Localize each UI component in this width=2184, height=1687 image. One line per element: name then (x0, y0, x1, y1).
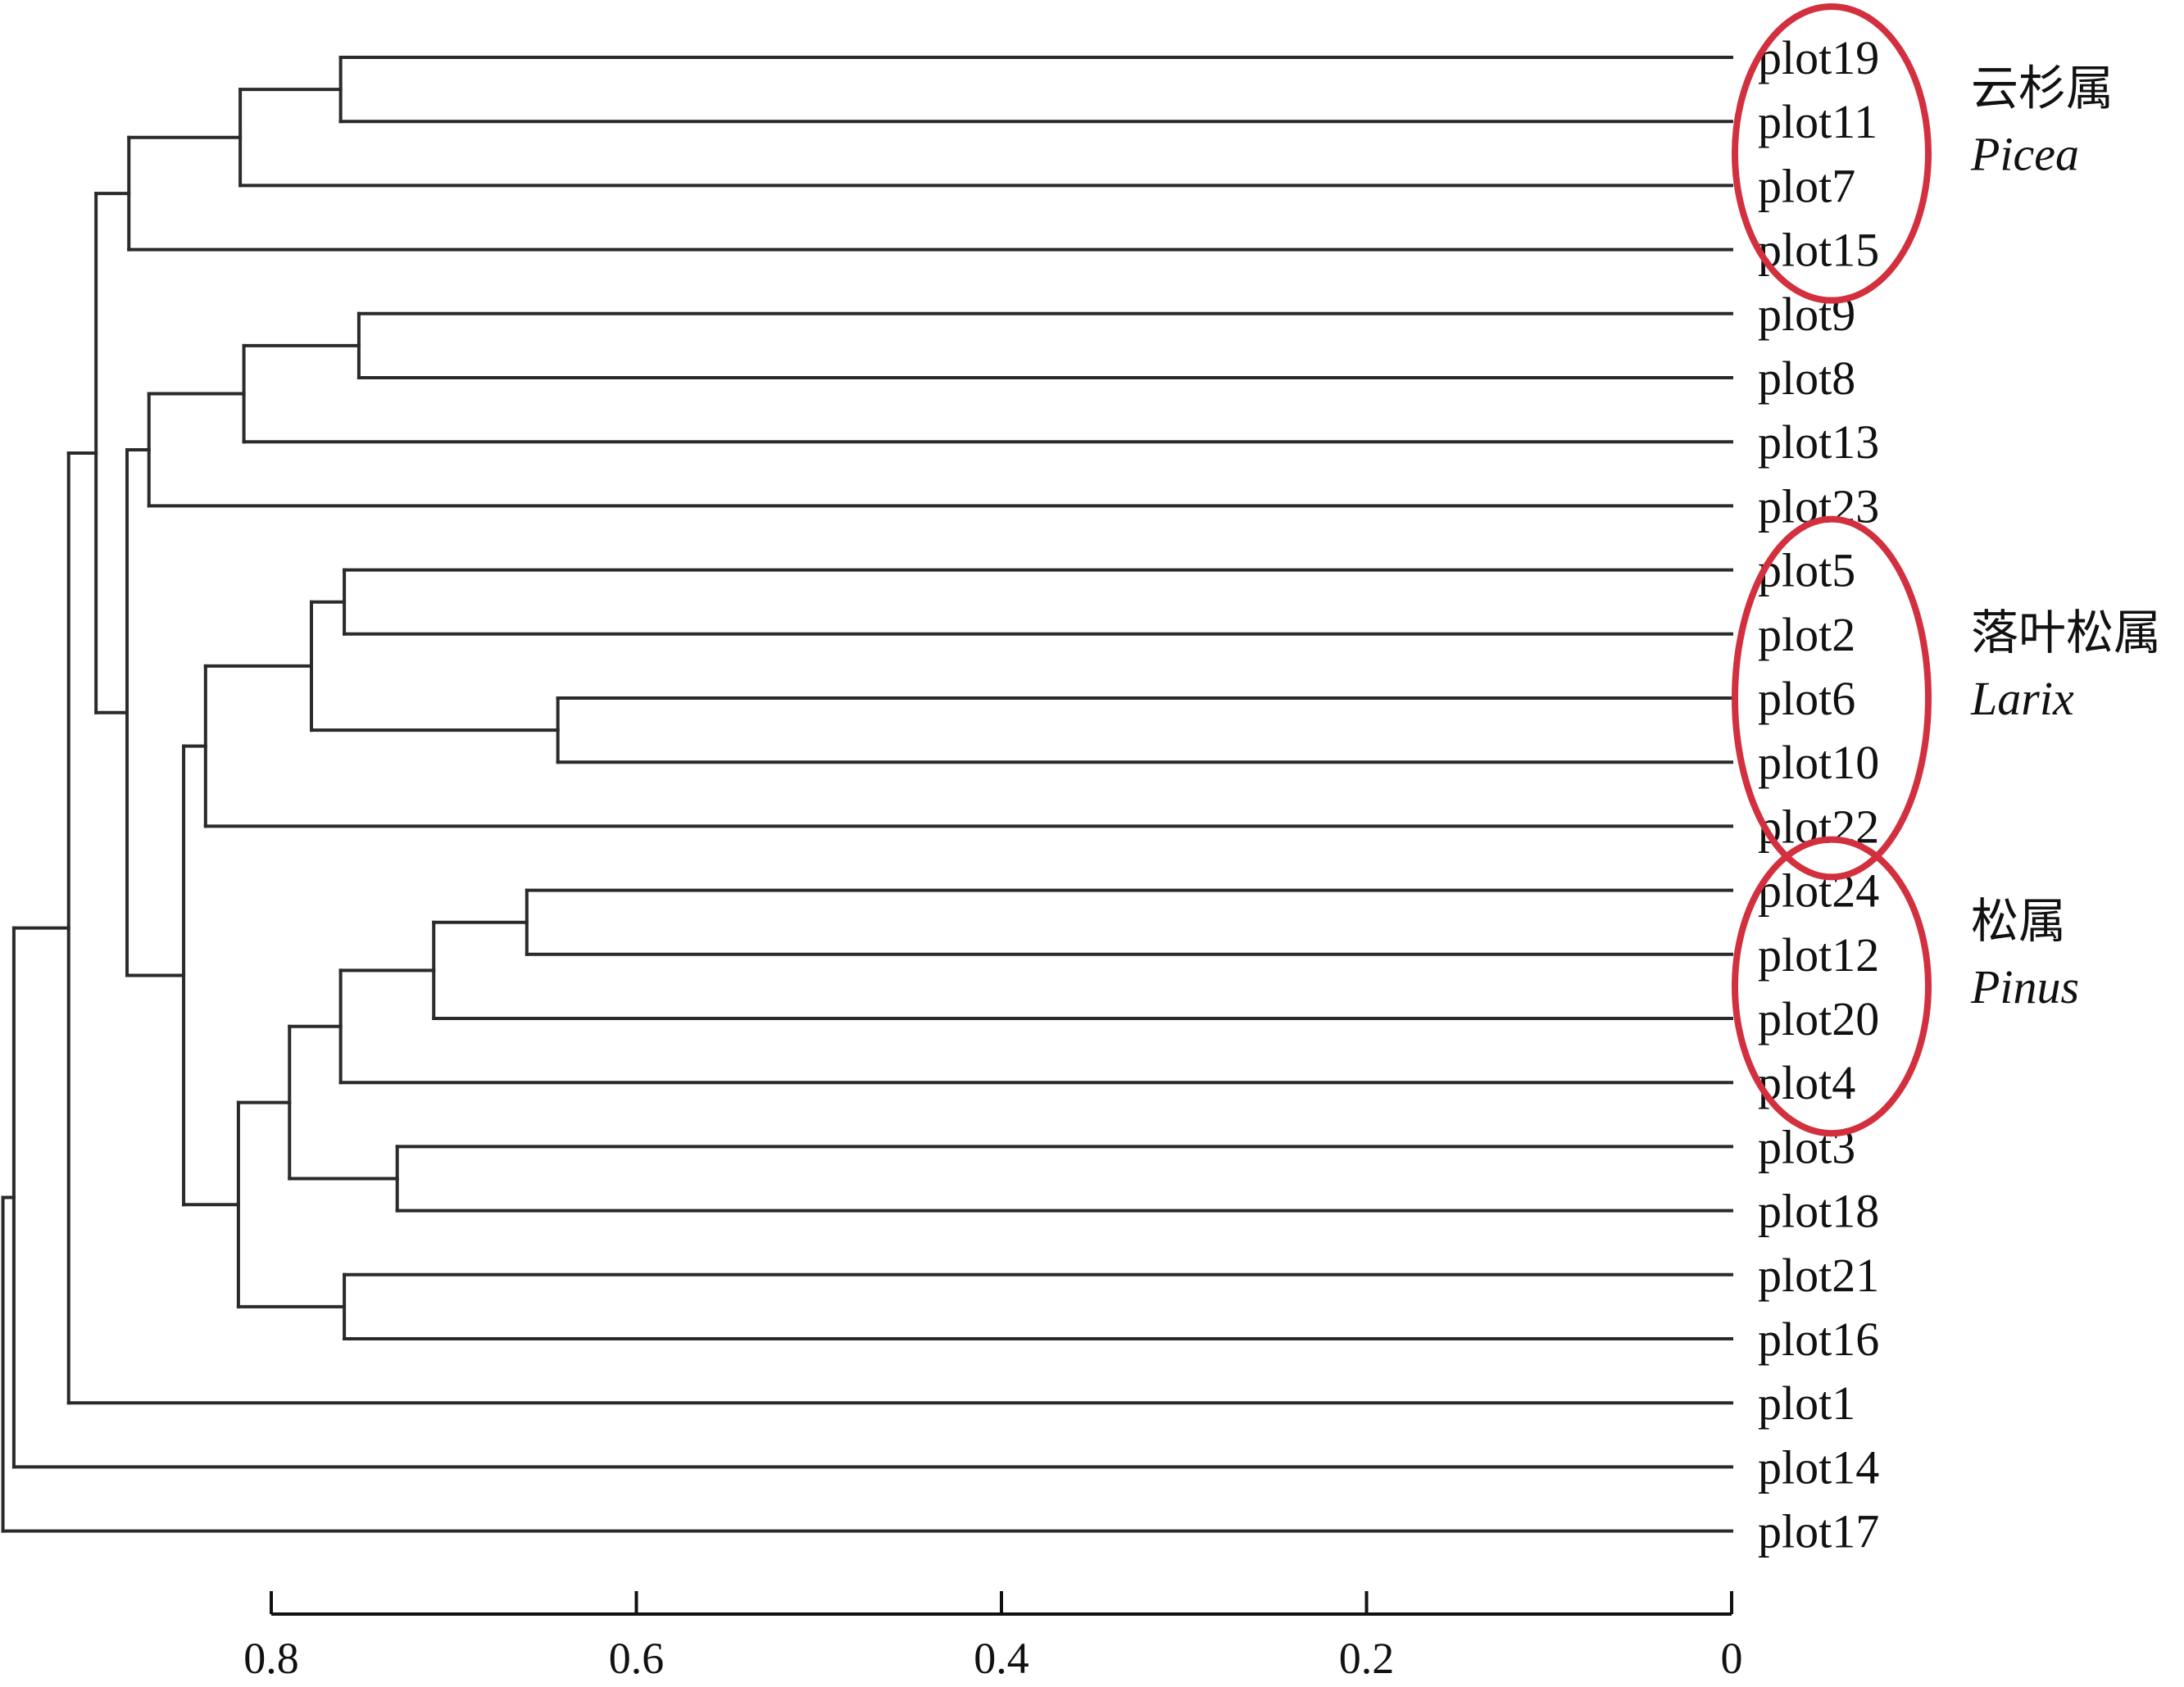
leaf-label-plot1: plot1 (1758, 1376, 1855, 1430)
leaf-label-plot21: plot21 (1758, 1249, 1879, 1302)
leaf-label-plot15: plot15 (1758, 224, 1879, 277)
leaf-label-plot12: plot12 (1758, 928, 1879, 982)
group-name-latin-pinus: Pinus (1970, 960, 2079, 1014)
leaf-label-plot13: plot13 (1758, 415, 1879, 469)
leaf-label-plot20: plot20 (1758, 992, 1879, 1045)
leaf-label-plot18: plot18 (1758, 1185, 1879, 1238)
leaf-labels: plot19plot11plot7plot15plot9plot8plot13p… (1758, 31, 1879, 1558)
leaf-label-plot10: plot10 (1758, 736, 1879, 789)
highlight-ellipse-pinus (1732, 836, 1932, 1137)
x-axis: 0.8 0.6 0.4 0.2 0 (243, 1591, 1743, 1683)
highlight-ellipse-picea (1732, 3, 1932, 304)
leaf-label-plot19: plot19 (1758, 31, 1879, 84)
group-name-zh-pinus: 松属 (1971, 895, 2066, 948)
x-tick-label-0.4: 0.4 (974, 1634, 1029, 1683)
x-tick-label-0.2: 0.2 (1339, 1634, 1395, 1683)
leaf-label-plot6: plot6 (1758, 672, 1855, 725)
group-name-latin-larix: Larix (1970, 672, 2074, 725)
highlight-ellipse-larix (1732, 515, 1932, 881)
dendrogram-branches (1, 56, 1733, 1533)
group-highlights: 云杉属 Picea 落叶松属 Larix 松属 Pinus (1732, 3, 2161, 1137)
x-tick-label-0.6: 0.6 (609, 1634, 665, 1683)
leaf-label-plot8: plot8 (1758, 351, 1855, 405)
leaf-label-plot11: plot11 (1758, 95, 1878, 148)
leaf-label-plot17: plot17 (1758, 1505, 1879, 1558)
leaf-label-plot14: plot14 (1758, 1440, 1879, 1494)
leaf-label-plot2: plot2 (1758, 608, 1855, 661)
x-tick-label-0.8: 0.8 (243, 1634, 299, 1683)
leaf-label-plot16: plot16 (1758, 1313, 1879, 1366)
group-name-latin-picea: Picea (1970, 127, 2079, 180)
group-name-zh-larix: 落叶松属 (1971, 606, 2161, 660)
leaf-label-plot7: plot7 (1758, 159, 1855, 212)
x-tick-label-0: 0 (1721, 1634, 1743, 1683)
group-name-zh-picea: 云杉属 (1971, 61, 2114, 115)
